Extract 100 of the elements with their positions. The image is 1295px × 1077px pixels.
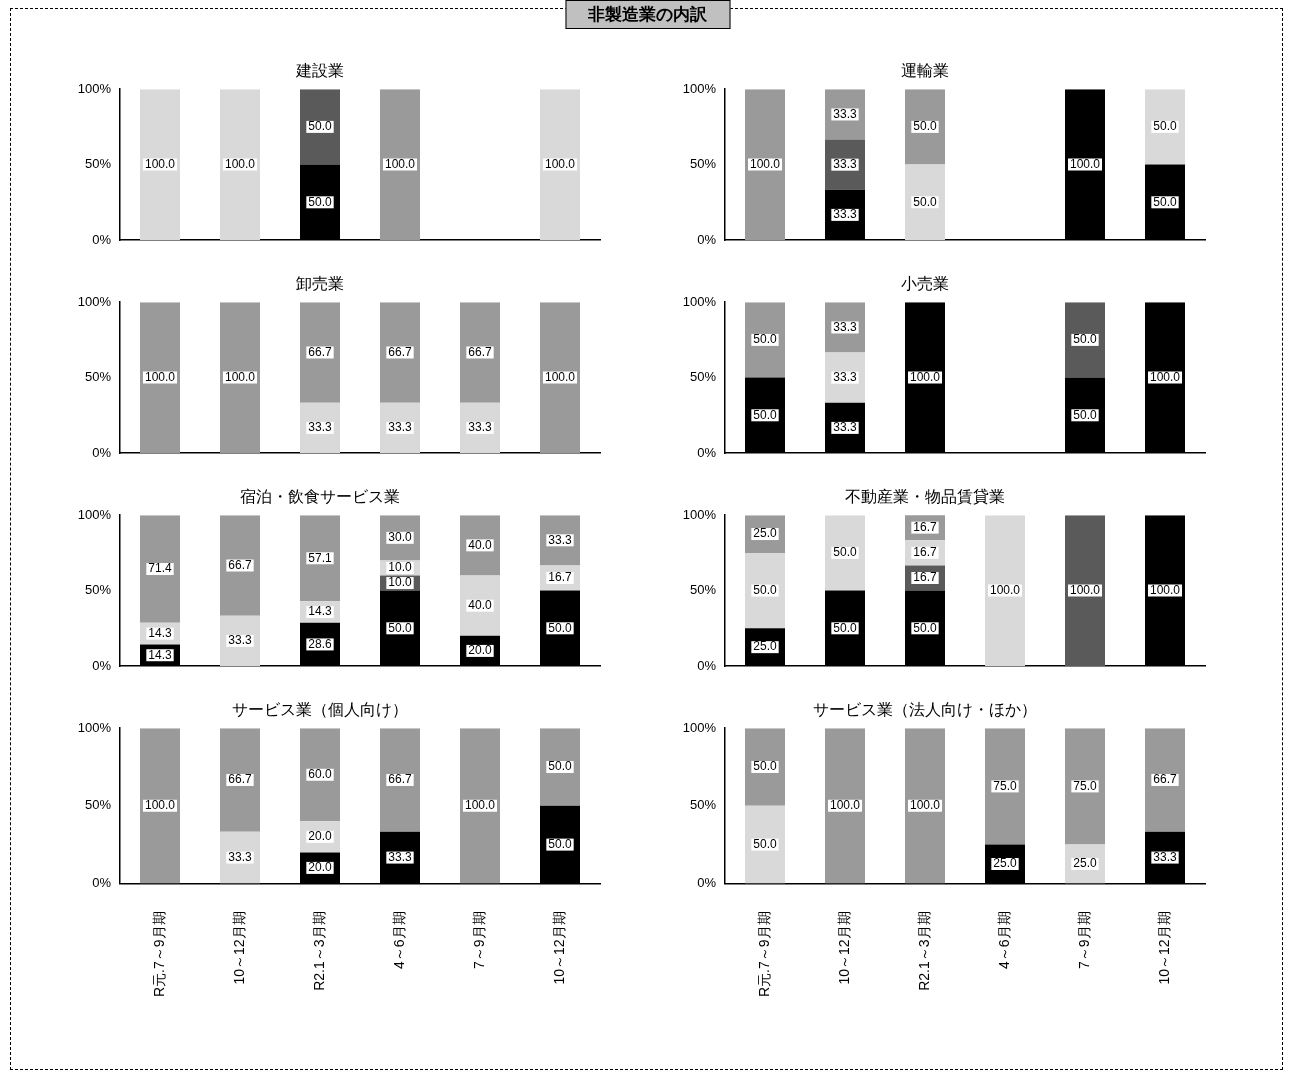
data-label: 33.3 [833, 319, 857, 334]
bar [825, 728, 865, 884]
data-label: 50.0 [308, 194, 332, 209]
data-label: 100.0 [464, 798, 496, 813]
data-label: 33.3 [833, 106, 857, 121]
data-label: 100.0 [829, 798, 861, 813]
data-label: 100.0 [384, 156, 416, 171]
data-label: 50.0 [833, 545, 857, 560]
bar [380, 728, 420, 832]
bar [745, 302, 785, 378]
y-tick-label: 50% [689, 369, 717, 385]
bar [985, 515, 1025, 666]
data-label: 33.3 [1153, 849, 1177, 864]
data-label: 100.0 [224, 369, 256, 384]
x-tick-label: 10～12月期 [230, 911, 247, 985]
data-label: 100.0 [1149, 369, 1181, 384]
bar [745, 728, 785, 806]
data-label: 57.1 [308, 550, 332, 565]
data-label: 50.0 [913, 119, 937, 134]
data-label: 50.0 [753, 407, 777, 422]
data-label: 50.0 [833, 620, 857, 635]
data-label: 50.0 [753, 582, 777, 597]
chart-title: 建設業 [295, 62, 344, 80]
y-tick-label: 0% [697, 657, 717, 673]
data-label: 25.0 [753, 639, 777, 654]
data-label: 66.7 [308, 344, 332, 359]
data-label: 33.3 [388, 420, 412, 435]
y-tick-label: 0% [92, 231, 112, 247]
bar [745, 89, 785, 240]
data-label: 75.0 [1073, 778, 1097, 793]
data-label: 25.0 [753, 526, 777, 541]
data-label: 20.0 [308, 829, 332, 844]
text: 非製造業の内訳 [565, 0, 730, 29]
data-label: 100.0 [1069, 156, 1101, 171]
data-label: 100.0 [144, 798, 176, 813]
bar [1065, 302, 1105, 378]
y-tick-label: 50% [84, 156, 112, 172]
data-label: 100.0 [544, 156, 576, 171]
data-label: 100.0 [989, 582, 1021, 597]
bar [1065, 515, 1105, 666]
data-label: 20.0 [308, 860, 332, 875]
bar [905, 728, 945, 884]
bar [460, 515, 500, 576]
data-label: 33.3 [833, 369, 857, 384]
bar [825, 515, 865, 591]
data-label: 10.0 [388, 560, 412, 575]
x-tick-label: 4～6月期 [390, 911, 407, 970]
data-label: 50.0 [308, 119, 332, 134]
bar [460, 575, 500, 636]
data-label: 50.0 [1073, 407, 1097, 422]
bar [905, 89, 945, 165]
bar [745, 552, 785, 629]
chart-title: 宿泊・飲食サービス業 [240, 488, 400, 506]
x-tick-label: 10～12月期 [1155, 911, 1172, 985]
chart-title: 不動産業・物品賃貸業 [845, 488, 1005, 506]
data-label: 66.7 [388, 772, 412, 787]
data-label: 40.0 [468, 597, 492, 612]
bar [140, 515, 180, 623]
x-tick-label: R2.1～3月期 [915, 911, 932, 991]
y-tick-label: 100% [682, 506, 717, 522]
chart-title: サービス業（個人向け） [232, 701, 408, 719]
data-label: 50.0 [753, 332, 777, 347]
data-label: 100.0 [909, 369, 941, 384]
data-label: 50.0 [913, 620, 937, 635]
data-label: 50.0 [548, 620, 572, 635]
data-label: 66.7 [468, 344, 492, 359]
y-tick-label: 100% [77, 506, 112, 522]
x-tick-label: 7～9月期 [470, 911, 487, 970]
data-label: 50.0 [548, 836, 572, 851]
data-label: 100.0 [544, 369, 576, 384]
bar [220, 728, 260, 832]
y-tick-label: 100% [77, 719, 112, 735]
bar [460, 728, 500, 884]
data-label: 14.3 [148, 647, 172, 662]
y-tick-label: 50% [689, 797, 717, 813]
chart-title: サービス業（法人向け・ほか） [813, 701, 1037, 719]
data-label: 16.7 [913, 570, 937, 585]
y-tick-label: 50% [84, 369, 112, 385]
bar [1145, 728, 1185, 832]
data-label: 50.0 [753, 836, 777, 851]
chart-title: 卸売業 [296, 275, 344, 293]
data-label: 14.3 [308, 604, 332, 619]
data-label: 100.0 [909, 798, 941, 813]
data-label: 33.3 [548, 532, 572, 547]
data-label: 25.0 [993, 856, 1017, 871]
data-label: 50.0 [753, 759, 777, 774]
data-label: 33.3 [228, 633, 252, 648]
bar [1145, 89, 1185, 165]
data-label: 50.0 [1153, 119, 1177, 134]
y-tick-label: 0% [697, 231, 717, 247]
data-label: 33.3 [228, 849, 252, 864]
data-label: 100.0 [144, 156, 176, 171]
x-tick-label: 4～6月期 [995, 911, 1012, 970]
y-tick-label: 100% [77, 293, 112, 309]
x-tick-label: 7～9月期 [1075, 911, 1092, 970]
data-label: 33.3 [388, 849, 412, 864]
data-label: 10.0 [388, 575, 412, 590]
data-label: 33.3 [833, 156, 857, 171]
bar [300, 728, 340, 822]
data-label: 100.0 [1069, 582, 1101, 597]
